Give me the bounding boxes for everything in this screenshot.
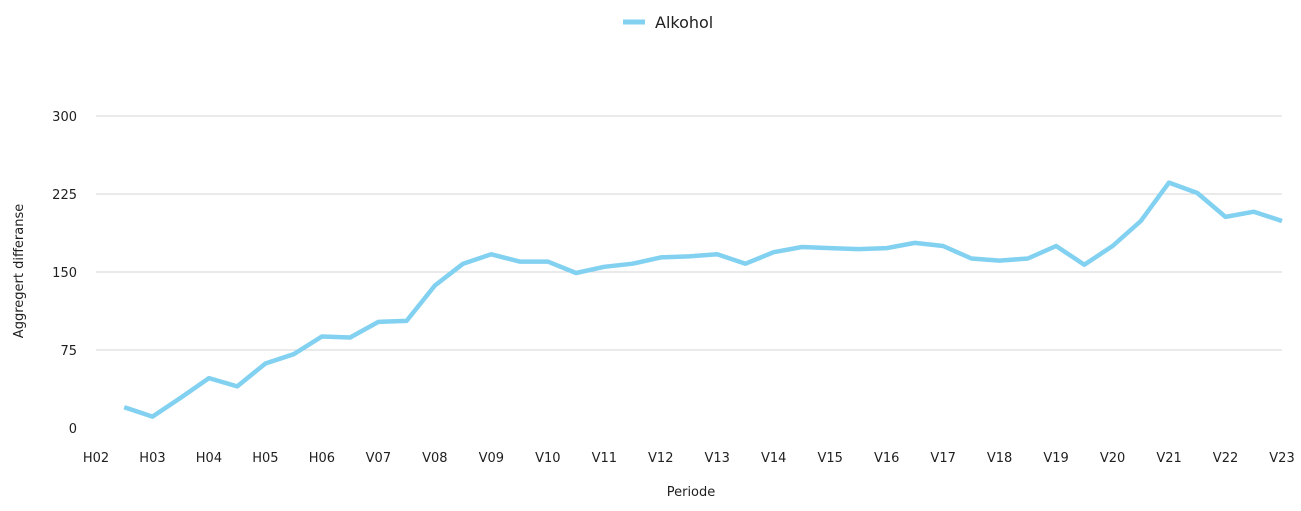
x-tick-label: V11 [592, 451, 617, 466]
legend-label-alkohol: Alkohol [655, 13, 713, 32]
x-tick-label: V15 [817, 451, 842, 466]
x-tick-label: V18 [987, 451, 1012, 466]
x-tick-label: V13 [705, 451, 730, 466]
y-tick-label: 300 [52, 110, 77, 125]
x-tick-label: H02 [83, 451, 109, 466]
y-axis-title: Aggregert differanse [12, 204, 27, 338]
legend: Alkohol [623, 13, 713, 32]
x-tick-label: V21 [1156, 451, 1181, 466]
x-tick-label: H05 [252, 451, 278, 466]
x-tick-label: V20 [1100, 451, 1125, 466]
x-tick-label: V08 [422, 451, 447, 466]
y-tick-labels: 0 75 150 225 300 [52, 110, 77, 437]
series-line-alkohol [123, 180, 1283, 419]
series-lines [123, 180, 1283, 419]
x-tick-label: H04 [196, 451, 222, 466]
x-axis-title: Periode [667, 485, 716, 500]
x-tick-label: V10 [535, 451, 560, 466]
y-tick-label: 225 [52, 188, 77, 203]
x-tick-label: V19 [1043, 451, 1068, 466]
y-tick-label: 75 [60, 344, 77, 359]
x-tick-label: V12 [648, 451, 673, 466]
y-tick-label: 0 [69, 422, 77, 437]
x-tick-label: V22 [1213, 451, 1238, 466]
x-tick-label: V09 [479, 451, 504, 466]
x-tick-label: V14 [761, 451, 786, 466]
x-tick-labels: H02 H03 H04 H05 H06 V07 V08 V09 V10 V11 V12 V13 V14 V… [83, 451, 1295, 466]
x-tick-label: V23 [1269, 451, 1294, 466]
y-tick-label: 150 [52, 266, 77, 281]
x-tick-label: H06 [309, 451, 335, 466]
x-tick-label: V07 [366, 451, 391, 466]
x-tick-label: H03 [139, 451, 165, 466]
grid-lines [96, 115, 1282, 351]
x-tick-label: V17 [930, 451, 955, 466]
x-tick-label: V16 [874, 451, 899, 466]
